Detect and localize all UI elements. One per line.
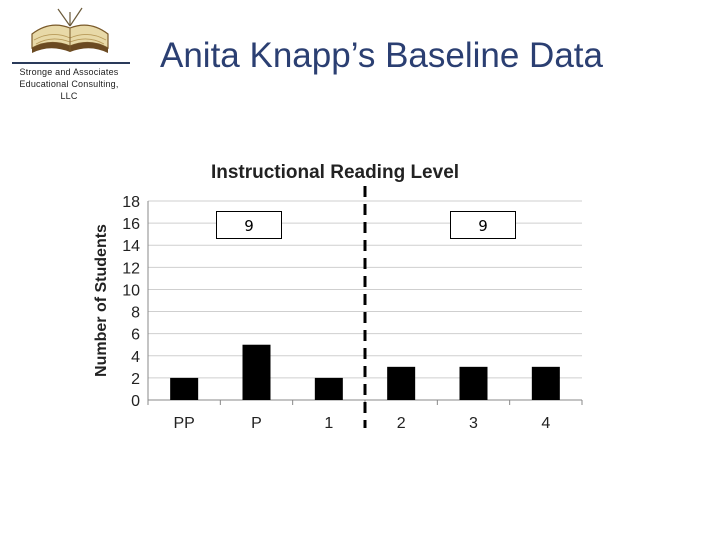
- group-count-box-left: 9: [216, 211, 282, 239]
- bar-2: [387, 366, 416, 400]
- y-tick-label: 8: [131, 305, 140, 322]
- bar-4: [531, 366, 560, 400]
- page-title: Anita Knapp’s Baseline Data: [160, 36, 603, 75]
- y-tick-label: 14: [122, 238, 140, 255]
- logo-divider: [12, 62, 130, 64]
- bar-P: [242, 344, 271, 400]
- y-tick-label: 18: [122, 194, 140, 211]
- logo-text-line3: LLC: [60, 91, 78, 101]
- x-tick-label: P: [251, 415, 262, 432]
- y-axis-label: Number of Students: [93, 224, 110, 377]
- bar-1: [314, 377, 343, 400]
- y-tick-label: 2: [131, 371, 140, 388]
- open-book-icon: [31, 7, 109, 53]
- company-logo: Stronge and Associates Educational Consu…: [8, 6, 130, 101]
- x-tick-label: 3: [469, 415, 478, 432]
- y-tick-label: 6: [131, 327, 140, 344]
- y-tick-label: 10: [122, 282, 140, 299]
- x-tick-label: 2: [397, 415, 406, 432]
- chart-title: Instructional Reading Level: [210, 162, 460, 183]
- logo-text-line1: Stronge and Associates: [19, 67, 119, 77]
- bar-PP: [170, 377, 199, 400]
- y-tick-label: 12: [122, 260, 140, 277]
- x-tick-label: PP: [173, 415, 194, 432]
- logo-text-line2: Educational Consulting,: [19, 79, 119, 89]
- y-tick-label: 4: [131, 349, 140, 366]
- group-count-box-right: 9: [450, 211, 516, 239]
- bar-3: [459, 366, 488, 400]
- y-tick-label: 0: [131, 393, 140, 410]
- x-tick-label: 4: [541, 415, 550, 432]
- x-tick-label: 1: [324, 415, 333, 432]
- y-tick-label: 16: [122, 216, 140, 233]
